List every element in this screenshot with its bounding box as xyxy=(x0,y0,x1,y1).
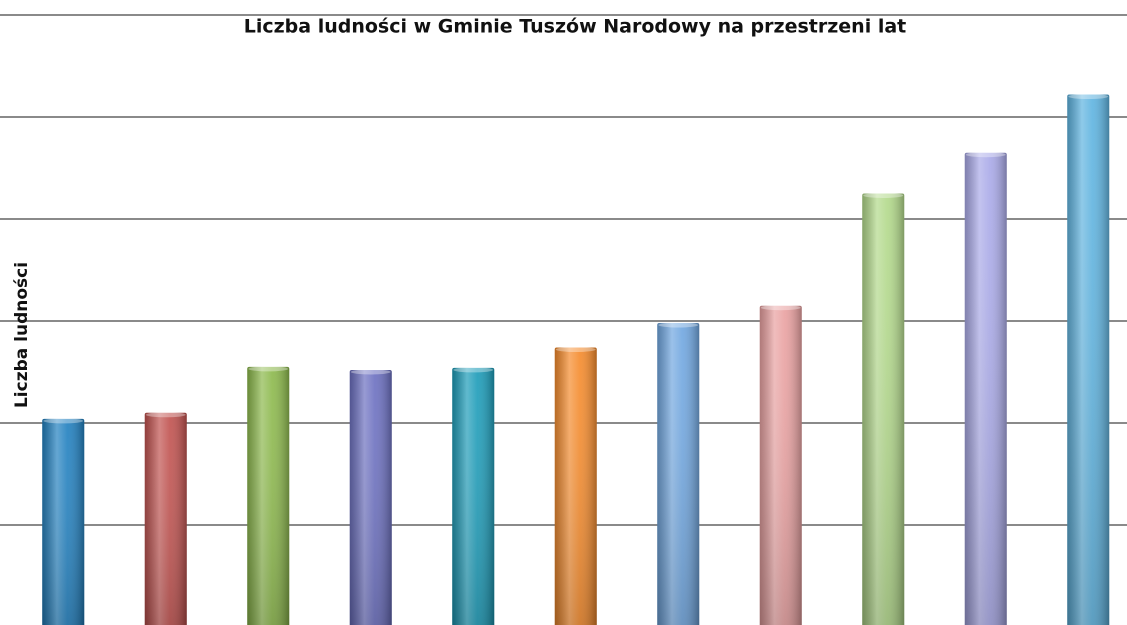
bar-cap xyxy=(350,369,391,375)
bar-cap xyxy=(1068,94,1109,100)
bar-group xyxy=(964,152,1007,625)
bar-shade xyxy=(247,366,290,625)
bar-group xyxy=(862,193,905,625)
bar-shade xyxy=(144,412,187,625)
bar-group xyxy=(1067,94,1110,625)
bar-group xyxy=(554,347,597,625)
bar-shade xyxy=(862,193,905,625)
bar-group xyxy=(452,367,495,625)
bar-group xyxy=(247,366,290,625)
bar-cap xyxy=(863,193,904,198)
bar-shade xyxy=(349,369,392,625)
bar-shade xyxy=(964,152,1007,625)
bar-cap xyxy=(965,152,1006,158)
bar-shade xyxy=(42,418,85,625)
y-axis-label: Liczba ludności xyxy=(12,262,32,408)
bar-shade xyxy=(1067,94,1110,625)
bar-shade xyxy=(657,323,700,625)
bar-cap xyxy=(248,366,289,372)
bars xyxy=(42,94,1110,625)
bar-shade xyxy=(452,367,495,625)
grid xyxy=(0,14,1127,526)
bar-cap xyxy=(760,305,801,311)
bar-cap xyxy=(145,412,186,418)
bar-cap xyxy=(453,367,494,373)
bar-group xyxy=(144,412,187,625)
bar-cap xyxy=(658,322,699,328)
bar-shade xyxy=(759,305,802,625)
bar-cap xyxy=(43,418,84,424)
bar-group xyxy=(657,322,700,625)
bar-cap xyxy=(555,347,596,353)
bar-group xyxy=(42,418,85,625)
chart-title: Liczba ludności w Gminie Tuszów Narodowy… xyxy=(244,16,907,38)
bar-group xyxy=(759,305,802,625)
bar-shade xyxy=(554,347,597,625)
bar-group xyxy=(349,369,392,625)
